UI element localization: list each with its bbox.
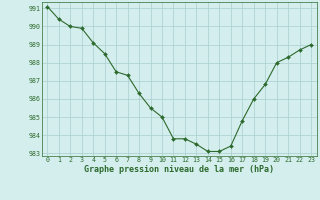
X-axis label: Graphe pression niveau de la mer (hPa): Graphe pression niveau de la mer (hPa) xyxy=(84,165,274,174)
